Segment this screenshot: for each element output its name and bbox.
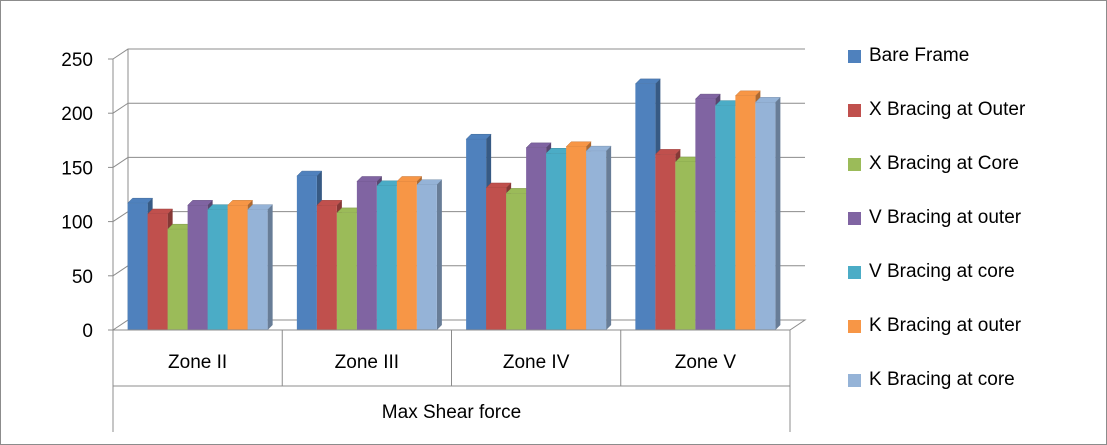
bar-front [296, 176, 317, 330]
y-tick-label: 200 [61, 104, 93, 125]
legend-item: V Bracing at core [848, 260, 1015, 284]
legend-label: X Bracing at Outer [869, 99, 1026, 120]
bar-front [336, 212, 357, 330]
bar-front [586, 151, 607, 330]
bar [585, 145, 612, 330]
y-tick-label: 150 [61, 158, 93, 179]
bar-front [695, 99, 716, 330]
legend-swatch [848, 319, 861, 333]
legend-label: K Bracing at outer [869, 315, 1022, 336]
bar-side [606, 146, 612, 330]
x-tick-label: Zone III [335, 352, 399, 373]
x-axis: Zone II Zone III Zone IV Zone V Max Shear fo… [112, 329, 791, 432]
x-tick-label: Zone II [168, 352, 227, 373]
bar-front [396, 181, 417, 330]
bar-front [127, 203, 148, 330]
bar-side [775, 97, 781, 330]
bar-front [316, 205, 337, 330]
bar-front [735, 95, 756, 330]
y-tick-label: 50 [72, 267, 93, 288]
legend-item: X Bracing at Outer [848, 98, 1025, 122]
bar-front [755, 102, 776, 330]
bar [247, 204, 274, 330]
legend-label: X Bracing at Core [869, 153, 1019, 174]
legend-label: Bare Frame [869, 45, 970, 66]
legend-swatch [848, 211, 861, 225]
x-tick-label: Zone IV [503, 352, 570, 373]
bar-front [376, 185, 397, 330]
gridline [112, 48, 805, 60]
bar-front [675, 161, 696, 330]
legend-swatch [848, 265, 861, 279]
legend-swatch [848, 49, 861, 63]
legend-item: V Bracing at outer [848, 206, 1021, 230]
bar-front [207, 209, 228, 330]
legend-swatch [848, 157, 861, 171]
bar-front [486, 187, 507, 330]
bar-front [227, 205, 248, 330]
bar-front [167, 229, 188, 330]
legend-label: K Bracing at core [869, 369, 1015, 390]
category-group-label: Max Shear force [382, 402, 521, 423]
legend-item: K Bracing at core [848, 368, 1015, 392]
legend-label: V Bracing at core [869, 261, 1015, 282]
bar-front [715, 105, 736, 330]
legend-swatch [848, 103, 861, 117]
legend-swatch [848, 373, 861, 387]
bar-front [506, 193, 527, 330]
bar-front [546, 153, 567, 330]
bar-front [147, 214, 168, 330]
legend-label: V Bracing at outer [869, 207, 1022, 228]
bar-front [356, 181, 377, 330]
bar-front [655, 154, 676, 330]
bar-front [566, 146, 587, 330]
bar-front [635, 83, 656, 330]
bar-front [466, 139, 487, 330]
bars [127, 78, 781, 330]
legend-item: Bare Frame [848, 44, 969, 68]
x-tick-label: Zone V [675, 352, 737, 373]
y-tick-label: 100 [61, 213, 93, 234]
bar-front [526, 147, 547, 330]
y-axis: 0 50 100 150 200 250 [61, 50, 114, 342]
bar-side [267, 204, 273, 330]
bar-front [187, 205, 208, 330]
bar-front [416, 184, 437, 330]
bar-front [247, 209, 268, 330]
gridline [112, 102, 805, 114]
bar [754, 97, 781, 330]
bar [416, 179, 443, 330]
y-tick-label: 0 [82, 321, 93, 342]
y-tick-label: 250 [61, 50, 93, 71]
legend-item: K Bracing at outer [848, 314, 1021, 338]
bar-side [436, 179, 442, 330]
legend-item: X Bracing at Core [848, 152, 1019, 176]
